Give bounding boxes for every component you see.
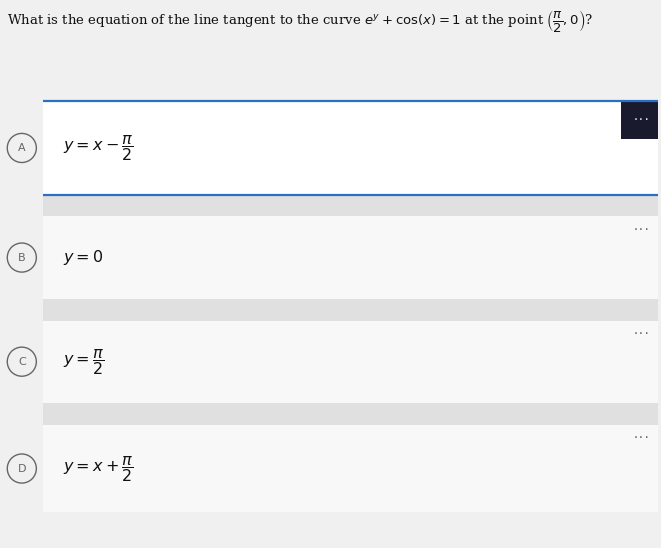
Text: ···: ··· (633, 225, 650, 235)
Text: $y = \dfrac{\pi}{2}$: $y = \dfrac{\pi}{2}$ (63, 347, 104, 376)
Bar (43, 299, 658, 321)
Bar (43, 425, 658, 512)
Bar (43, 101, 658, 195)
Text: A: A (18, 143, 26, 153)
Bar (43, 321, 658, 403)
Text: $y = x - \dfrac{\pi}{2}$: $y = x - \dfrac{\pi}{2}$ (63, 133, 134, 163)
Bar (43, 216, 658, 299)
Text: What is the equation of the line tangent to the curve $e^y + \cos(x) = 1$ at the: What is the equation of the line tangent… (7, 8, 593, 34)
Text: C: C (18, 357, 26, 367)
Text: ···: ··· (633, 329, 650, 339)
Text: $y = 0$: $y = 0$ (63, 248, 103, 267)
Text: ···: ··· (633, 115, 650, 125)
Text: B: B (18, 253, 26, 262)
Bar (621, 101, 658, 139)
Bar (43, 403, 658, 425)
Text: $y = x + \dfrac{\pi}{2}$: $y = x + \dfrac{\pi}{2}$ (63, 454, 134, 483)
Bar (43, 195, 658, 216)
Text: ···: ··· (633, 433, 650, 443)
Text: D: D (18, 464, 26, 473)
